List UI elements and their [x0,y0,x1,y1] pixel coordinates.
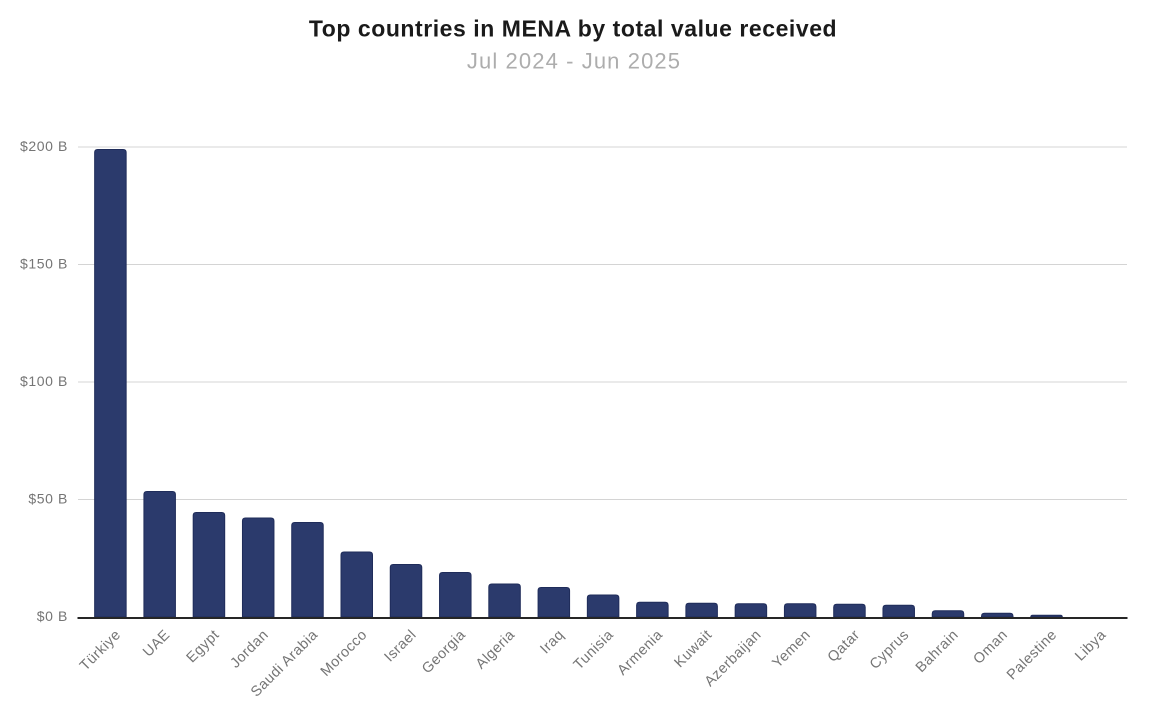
svg-text:$0 B: $0 B [37,608,68,624]
svg-text:$100 B: $100 B [20,373,68,389]
svg-text:$150 B: $150 B [20,256,68,272]
svg-text:Jul 2024 - Jun 2025: Jul 2024 - Jun 2025 [467,49,681,74]
svg-text:$50 B: $50 B [28,491,68,507]
svg-text:$200 B: $200 B [20,138,68,154]
svg-text:Top countries in MENA by total: Top countries in MENA by total value rec… [309,16,837,42]
